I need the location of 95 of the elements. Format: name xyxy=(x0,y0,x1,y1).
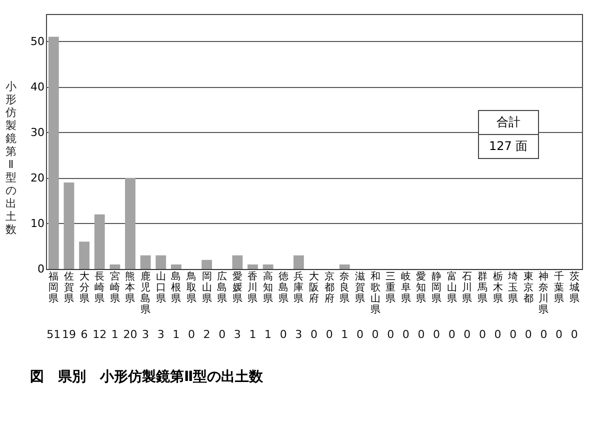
x-tick-label: 千葉県 xyxy=(554,270,564,304)
data-label: 0 xyxy=(372,328,379,341)
data-label: 0 xyxy=(478,328,486,341)
data-label: 0 xyxy=(448,328,456,341)
x-tick-label: 兵庫県 xyxy=(294,270,304,304)
x-tick-label: 静岡県 xyxy=(432,270,442,304)
data-label: 6 xyxy=(80,328,88,341)
data-label: 1 xyxy=(249,328,256,341)
y-tick-label: 20 xyxy=(30,171,44,184)
bar xyxy=(140,255,151,269)
x-tick-label: 広島県 xyxy=(217,270,228,304)
x-tick-label: 奈良県 xyxy=(340,272,350,304)
x-tick-label: 徳島県 xyxy=(278,272,288,304)
text: 小形仿製鏡第Ⅱ型の出土数 xyxy=(6,80,16,236)
data-label: 0 xyxy=(387,328,394,341)
x-tick-label: 石川県 xyxy=(462,272,472,304)
bar xyxy=(48,36,59,269)
data-label: 0 xyxy=(556,328,563,341)
data-label: 1 xyxy=(172,328,180,341)
data-label: 0 xyxy=(524,328,532,341)
bar xyxy=(339,264,350,269)
data-label: 2 xyxy=(203,328,210,341)
data-label: 20 xyxy=(123,328,138,341)
bar xyxy=(232,255,243,269)
x-tick-label: 埼玉県 xyxy=(507,270,518,304)
data-label: 3 xyxy=(142,328,150,341)
x-tick-label: 愛知県 xyxy=(416,270,426,304)
bar xyxy=(156,255,166,269)
bar xyxy=(293,255,304,269)
data-label: 0 xyxy=(464,328,471,341)
x-tick-label: 島根県 xyxy=(171,270,182,304)
x-tick-label: 京都府 xyxy=(324,270,334,304)
x-tick-label: 宮崎県 xyxy=(110,270,120,304)
data-label: 0 xyxy=(433,328,440,341)
x-tick-label: 愛媛県 xyxy=(232,270,242,304)
data-label: 1 xyxy=(341,328,348,341)
x-tick-label: 富山県 xyxy=(446,270,457,304)
bar xyxy=(262,264,274,269)
x-tick-label: 鳥取県 xyxy=(185,270,196,304)
bar xyxy=(125,178,136,269)
x-tick-label: 栃木県 xyxy=(492,270,503,304)
x-tick-label: 茨城県 xyxy=(568,270,580,304)
data-label: 3 xyxy=(157,328,164,341)
x-tick-label: 岡山県 xyxy=(202,272,212,304)
data-label: 0 xyxy=(280,328,287,341)
x-tick-label: 香川県 xyxy=(248,270,258,304)
y-tick-label: 10 xyxy=(30,216,44,230)
x-tick-label: 高知県 xyxy=(263,270,274,304)
bar xyxy=(248,264,258,269)
data-label: 0 xyxy=(570,328,578,341)
data-label: 0 xyxy=(188,328,195,341)
data-label: 1 xyxy=(264,328,272,341)
x-tick-label: 三重県 xyxy=(386,272,396,304)
y-tick-label: 0 xyxy=(38,262,44,276)
data-label: 1 xyxy=(111,328,118,341)
x-tick-label: 和歌山県 xyxy=(370,270,380,316)
data-label: 0 xyxy=(310,328,318,341)
annotation: 127 面 xyxy=(479,134,538,158)
bar xyxy=(79,242,90,269)
data-label: 51 xyxy=(46,328,61,341)
x-tick-label: 長崎県 xyxy=(94,272,105,304)
y-tick-label: 50 xyxy=(30,34,44,48)
data-label: 0 xyxy=(218,328,226,341)
bar xyxy=(202,260,212,269)
bar xyxy=(110,264,120,269)
x-tick-label: 大分県 xyxy=(79,270,90,304)
data-label: 0 xyxy=(540,328,548,341)
annotation: 合計 xyxy=(495,114,522,131)
x-tick-label: 山口県 xyxy=(156,270,166,304)
data-label: 19 xyxy=(62,328,76,341)
x-tick-label: 鹿児島県 xyxy=(140,270,151,316)
bar xyxy=(170,264,182,269)
data-label: 12 xyxy=(92,328,107,341)
data-label: 0 xyxy=(356,328,364,341)
data-label: 0 xyxy=(510,328,517,341)
data-label: 0 xyxy=(418,328,425,341)
bar xyxy=(94,214,105,269)
data-label: 0 xyxy=(402,328,410,341)
y-tick-label: 40 xyxy=(30,80,44,94)
x-tick-label: 神奈川県 xyxy=(538,270,549,316)
data-label: 3 xyxy=(234,328,241,341)
x-tick-label: 福岡県 xyxy=(48,270,59,304)
text: 図 県別 小形仿製鏡第Ⅱ型の出土数 xyxy=(30,369,264,385)
x-tick-label: 群馬県 xyxy=(476,270,488,304)
bar xyxy=(64,182,74,269)
x-tick-label: 大阪府 xyxy=(309,270,319,304)
x-tick-label: 佐賀県 xyxy=(64,272,74,304)
data-label: 0 xyxy=(494,328,502,341)
y-tick-label: 30 xyxy=(30,126,44,139)
x-tick-label: 滋賀県 xyxy=(354,270,365,304)
x-tick-label: 東京都 xyxy=(523,270,534,304)
data-label: 3 xyxy=(295,328,302,341)
x-tick-label: 熊本県 xyxy=(125,270,136,304)
x-tick-label: 岐阜県 xyxy=(400,270,411,304)
data-label: 0 xyxy=(326,328,333,341)
